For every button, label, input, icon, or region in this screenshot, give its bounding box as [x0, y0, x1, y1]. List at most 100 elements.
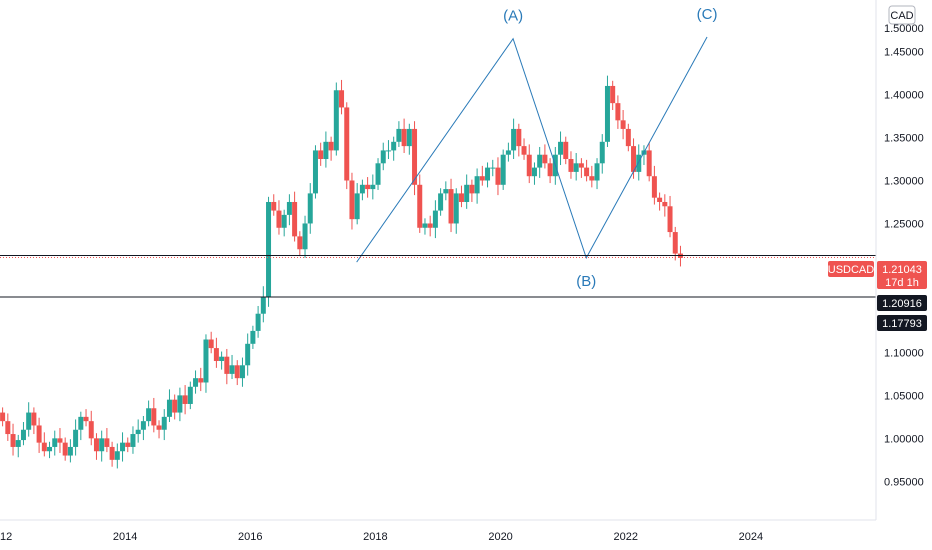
candle-body [620, 120, 626, 129]
candle [20, 422, 26, 446]
candle [250, 325, 256, 349]
candle-body [667, 206, 673, 233]
candle [146, 400, 152, 427]
candle-body [312, 150, 318, 194]
candle [239, 357, 245, 387]
candle-body [443, 189, 449, 194]
candle-body [260, 296, 266, 314]
candle-body [672, 232, 678, 254]
candle [5, 413, 11, 441]
candle [125, 437, 131, 453]
x-tick-label: 2022 [613, 531, 637, 543]
candle-body [26, 412, 32, 430]
candle [57, 428, 63, 453]
candle [182, 385, 188, 415]
candle-body [412, 128, 418, 185]
candle [359, 179, 365, 201]
candle-body [636, 154, 642, 172]
candle-body [224, 356, 230, 374]
time-axis[interactable]: 2012 2014 2016 2018 2020 2022 2024 [0, 531, 763, 543]
candle-body [130, 434, 136, 447]
wave-label-1: (A) [503, 8, 523, 25]
wave-label-3: (C) [697, 6, 718, 23]
price-axis[interactable]: 0.95000 1.00000 1.05000 1.10000 1.25000 1.300… [884, 23, 924, 488]
candle-body [615, 103, 621, 121]
candle-body [93, 438, 99, 452]
candle [677, 245, 683, 267]
y-tick-label: 0.95000 [884, 476, 924, 488]
horizontal-lines-layer [0, 254, 876, 298]
candle [594, 158, 600, 190]
candle [83, 409, 89, 427]
hline-tag-1[interactable]: 1.20916 [877, 295, 927, 311]
candle-body [594, 163, 600, 181]
candle-body [146, 408, 152, 422]
candle [198, 367, 204, 392]
candle-body [323, 141, 329, 160]
y-tick-label: 1.00000 [884, 433, 924, 445]
y-tick-label: 1.25000 [884, 218, 924, 230]
candle [104, 428, 110, 453]
candle-body [140, 421, 146, 430]
candle [349, 172, 355, 230]
candle [177, 387, 183, 422]
candle [370, 174, 376, 200]
candle [271, 194, 277, 216]
candle [625, 123, 631, 152]
candle [657, 192, 663, 211]
candle [537, 146, 543, 178]
candle-body [485, 167, 491, 181]
candle [485, 162, 491, 188]
candle [531, 162, 537, 185]
candle [156, 420, 162, 439]
candle-body [151, 408, 157, 426]
candle-body [599, 141, 605, 164]
candle [396, 121, 402, 147]
candle-body [234, 365, 240, 379]
candle-body [531, 167, 537, 177]
candle [93, 433, 99, 460]
candle [161, 409, 167, 441]
candle-body [610, 85, 616, 104]
candle [307, 183, 313, 234]
candle-body [344, 107, 350, 181]
symbol-price-tag[interactable]: USDCAD 1.21043 17d 1h [828, 261, 927, 289]
candle-body [286, 201, 292, 215]
candle-body [104, 438, 110, 447]
candle [412, 121, 418, 196]
candle-body [558, 141, 564, 155]
y-tick-label: 1.30000 [884, 175, 924, 187]
hline-tag-2[interactable]: 1.17793 [877, 315, 927, 331]
candle [479, 165, 485, 186]
candle-body [57, 438, 63, 443]
candle-body [292, 201, 298, 237]
candle [312, 145, 318, 199]
candle [417, 174, 423, 233]
candle-body [354, 193, 360, 220]
currency-badge: CAD [888, 5, 916, 25]
candle-body [229, 365, 235, 374]
candle-body [490, 167, 496, 169]
candle-body [52, 438, 58, 447]
candle-body [500, 154, 506, 185]
candle [297, 231, 303, 257]
candle [67, 439, 73, 463]
candle [260, 286, 266, 323]
candle-body [302, 223, 308, 250]
candle [662, 194, 668, 217]
candle-body [318, 150, 324, 160]
candle-body [20, 429, 26, 441]
hline-1-label: 1.20916 [882, 298, 922, 310]
elliott-wave-layer: (A) (B) (C) [356, 6, 718, 290]
candle [380, 142, 386, 171]
candle [604, 75, 610, 147]
candle-body [573, 163, 579, 172]
candle [521, 138, 527, 160]
x-tick-label: 2018 [363, 531, 387, 543]
x-tick-label: 2012 [0, 531, 12, 543]
candle-body [584, 167, 590, 177]
candle [547, 158, 553, 184]
candle [229, 354, 235, 380]
candle-body [78, 416, 84, 430]
